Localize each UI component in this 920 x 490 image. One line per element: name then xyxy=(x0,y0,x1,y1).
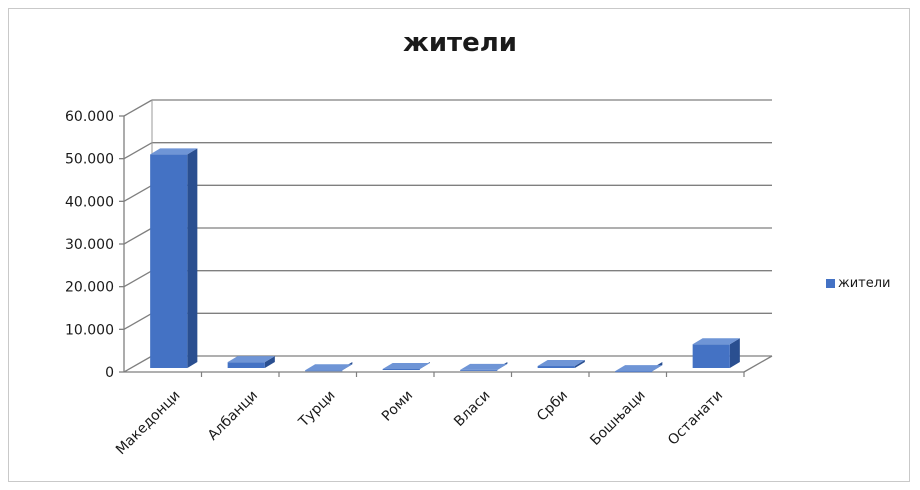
floor-edge xyxy=(743,355,773,373)
bar xyxy=(305,370,343,372)
legend: жители xyxy=(826,276,891,291)
y-tick-label: 60.000 xyxy=(65,109,114,125)
bar xyxy=(537,366,575,368)
legend-label: жители xyxy=(838,276,891,291)
x-tick-label: Македонци xyxy=(113,388,184,459)
y-tick-label: 50.000 xyxy=(65,152,114,168)
bar-top xyxy=(615,365,663,372)
y-tick-label: 30.000 xyxy=(65,237,114,253)
bar-side xyxy=(187,148,198,368)
bar-side xyxy=(729,338,740,368)
x-tick-label: Роми xyxy=(379,388,416,425)
bar-top xyxy=(150,148,198,155)
bar xyxy=(692,344,730,368)
bar-top xyxy=(692,338,740,345)
grid-layer xyxy=(119,99,773,377)
x-tick-label: Власи xyxy=(451,388,493,430)
bar xyxy=(150,154,188,368)
x-tick-label: Останати xyxy=(665,388,726,449)
bar-layer xyxy=(150,148,740,373)
y-tick-label: 20.000 xyxy=(65,280,114,296)
bar xyxy=(382,369,420,371)
side-gridline xyxy=(123,227,153,245)
x-tick-label: Албанци xyxy=(205,388,261,444)
bar xyxy=(615,371,653,373)
side-gridline xyxy=(123,355,153,373)
side-gridline xyxy=(123,270,153,288)
side-gridline xyxy=(123,184,153,202)
bar xyxy=(227,362,265,368)
side-gridline xyxy=(123,99,153,117)
y-tick-label: 0 xyxy=(105,365,114,381)
bar-top xyxy=(382,363,430,370)
y-tick-label: 10.000 xyxy=(65,322,114,338)
x-tick-label: Срби xyxy=(534,388,571,425)
bar-top xyxy=(227,356,275,363)
bar-top xyxy=(460,363,508,370)
y-tick-layer: 0 10.000 20.000 30.000 40.000 50.000 60.000 xyxy=(65,109,114,381)
x-tick-label: Турци xyxy=(295,388,338,431)
x-tick-layer: Македонци Албанци Турци Роми Власи Срби Бошњац… xyxy=(113,388,726,459)
bar-top xyxy=(305,364,353,371)
bar xyxy=(460,369,498,371)
legend-swatch xyxy=(826,279,835,288)
chart-title: жители xyxy=(402,28,518,58)
bar-side xyxy=(264,356,275,368)
bar-side xyxy=(574,360,585,368)
y-tick-label: 40.000 xyxy=(65,194,114,210)
side-gridline xyxy=(123,312,153,330)
bar-top xyxy=(537,360,585,367)
x-tick-label: Бошњаци xyxy=(587,388,648,449)
side-gridline xyxy=(123,142,153,160)
